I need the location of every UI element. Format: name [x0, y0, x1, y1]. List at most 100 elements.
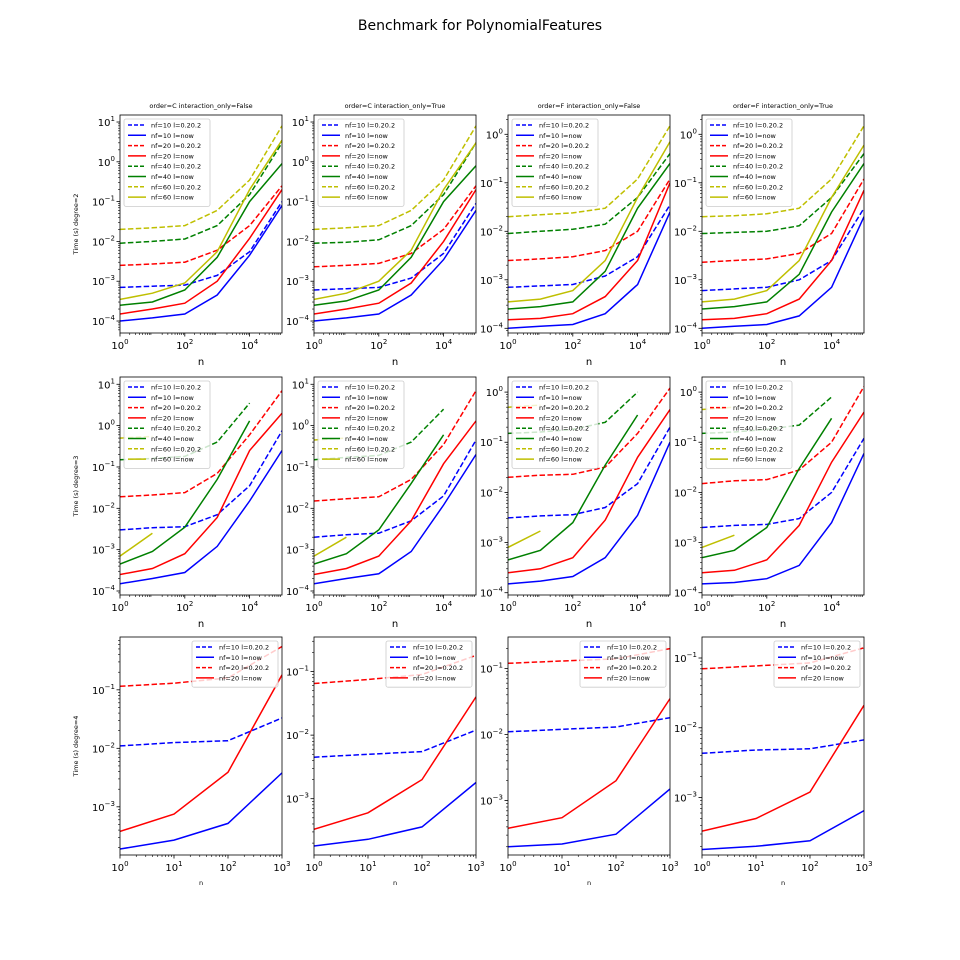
subplot-title: order=F interaction_only=False: [538, 102, 641, 110]
y-tick-label: 10−4: [674, 321, 698, 335]
legend-label: nf=10 l=0.20.2: [219, 644, 269, 652]
y-tick-label: 10−1: [674, 651, 697, 665]
legend-label: nf=20 l=0.20.2: [801, 664, 851, 672]
legend-box: [123, 380, 211, 469]
y-tick-label: 10−4: [286, 584, 310, 598]
legend-label: nf=10 l=now: [413, 654, 457, 662]
legend-label: nf=60 l=0.20.2: [345, 183, 395, 191]
series-line-1: [120, 430, 282, 531]
legend-label: nf=20 l=0.20.2: [413, 664, 463, 672]
legend-label: nf=40 l=now: [539, 435, 583, 443]
legend-label: nf=60 l=now: [539, 194, 583, 202]
series-line-8: [702, 144, 864, 303]
series-line-3: [508, 387, 670, 479]
y-tick-label: 10−4: [286, 314, 310, 328]
y-tick-label: 10−4: [674, 586, 698, 600]
legend-label: nf=60 l=now: [151, 456, 195, 464]
series-line-1: [120, 717, 282, 747]
legend: nf=10 l=0.20.2 nf=10 l=now nf=20 l=0.20.2 n…: [317, 380, 405, 469]
axes-frame: [701, 114, 865, 334]
plot-lines: [702, 125, 864, 330]
y-tick-label: 100: [98, 419, 115, 433]
legend-label: nf=40 l=now: [539, 173, 583, 181]
x-tick-label: 100: [111, 600, 128, 614]
y-tick-label: 10−2: [674, 485, 697, 499]
axes-frame: [507, 376, 671, 596]
series-line-2: [702, 453, 864, 585]
x-tick-label: 102: [758, 338, 775, 352]
series-line-8: [314, 142, 476, 301]
legend-label: nf=10 l=now: [607, 654, 651, 662]
legend-label: nf=10 l=now: [151, 132, 195, 140]
legend-label: nf=60 l=0.20.2: [345, 445, 395, 453]
y-tick-label: 10−2: [286, 728, 309, 742]
legend-label: nf=10 l=now: [801, 654, 845, 662]
y-tick-label: 10−3: [480, 273, 503, 287]
legend-label: nf=60 l=now: [539, 456, 583, 464]
x-axis-label: n: [198, 357, 204, 368]
legend-label: nf=20 l=0.20.2: [345, 142, 395, 150]
series-line-5: [702, 153, 864, 235]
y-tick-label: 100: [486, 385, 503, 399]
series-line-1: [314, 729, 476, 758]
legend-label: nf=20 l=0.20.2: [733, 142, 783, 150]
legend-label: nf=10 l=0.20.2: [539, 122, 589, 130]
legend-label: nf=20 l=now: [607, 674, 651, 682]
series-line-6: [702, 163, 864, 310]
subplot-7: 100 102 104 10−4 10−3 10−2 10−1 100 n nf=10 l=0.2…: [480, 376, 671, 630]
legend-label: nf=20 l=0.20.2: [151, 404, 201, 412]
x-axis-label: n: [780, 357, 786, 368]
x-tick-label: 102: [176, 338, 193, 352]
series-line-2: [314, 209, 476, 322]
y-tick-label: 100: [680, 127, 697, 141]
legend-label: nf=10 l=now: [219, 654, 263, 662]
legend-label: nf=10 l=0.20.2: [151, 384, 201, 392]
y-tick-label: 100: [292, 419, 309, 433]
legend: nf=10 l=0.20.2 nf=10 l=now nf=20 l=0.20.2 n…: [191, 640, 279, 688]
series-line-2: [314, 781, 476, 847]
x-tick-label: 102: [370, 600, 387, 614]
axes-frame: [313, 376, 477, 596]
x-tick-label: 104: [823, 600, 841, 614]
x-tick-label: 100: [111, 338, 128, 352]
legend-label: nf=60 l=now: [345, 456, 389, 464]
legend-label: nf=60 l=0.20.2: [539, 445, 589, 453]
x-tick-label: 100: [693, 600, 710, 614]
x-tick-label: 100: [693, 860, 710, 874]
x-tick-label: 102: [564, 600, 581, 614]
y-tick-label: 100: [292, 155, 309, 169]
series-line-5: [508, 153, 670, 235]
legend-label: nf=40 l=0.20.2: [151, 163, 201, 171]
y-tick-label: 10−1: [92, 683, 115, 697]
legend-label: nf=10 l=0.20.2: [413, 644, 463, 652]
legend-label: nf=20 l=now: [151, 414, 195, 422]
axes-frame: [119, 114, 283, 334]
subplot-8: 100 102 104 10−4 10−3 10−2 10−1 100 n nf=10 l=0.2…: [674, 376, 865, 630]
series-line-7: [314, 125, 476, 231]
series-line-6: [702, 417, 833, 559]
y-tick-label: 10−3: [674, 273, 697, 287]
x-tick-label: 104: [629, 338, 647, 352]
legend-label: nf=20 l=now: [733, 414, 777, 422]
series-line-8: [508, 141, 670, 303]
y-tick-label: 101: [292, 377, 309, 391]
series-line-2: [314, 454, 476, 585]
x-tick-label: 104: [241, 600, 259, 614]
plot-lines: [508, 387, 670, 585]
y-tick-label: 10−4: [480, 586, 504, 600]
x-tick-label: 102: [758, 600, 775, 614]
legend-label: nf=60 l=now: [733, 194, 777, 202]
legend-label: nf=10 l=0.20.2: [607, 644, 657, 652]
series-line-3: [314, 390, 476, 502]
y-tick-label: 10−1: [92, 460, 115, 474]
legend-label: nf=20 l=0.20.2: [539, 142, 589, 150]
x-axis-label: n: [780, 619, 786, 630]
series-line-3: [508, 178, 670, 262]
legend-label: nf=10 l=now: [151, 394, 195, 402]
y-tick-label: 10−2: [674, 721, 697, 735]
y-axis-label: Time (s) degree=4: [72, 716, 80, 778]
x-tick-label: 100: [693, 338, 710, 352]
y-tick-label: 10−1: [286, 460, 309, 474]
series-line-1: [314, 202, 476, 291]
